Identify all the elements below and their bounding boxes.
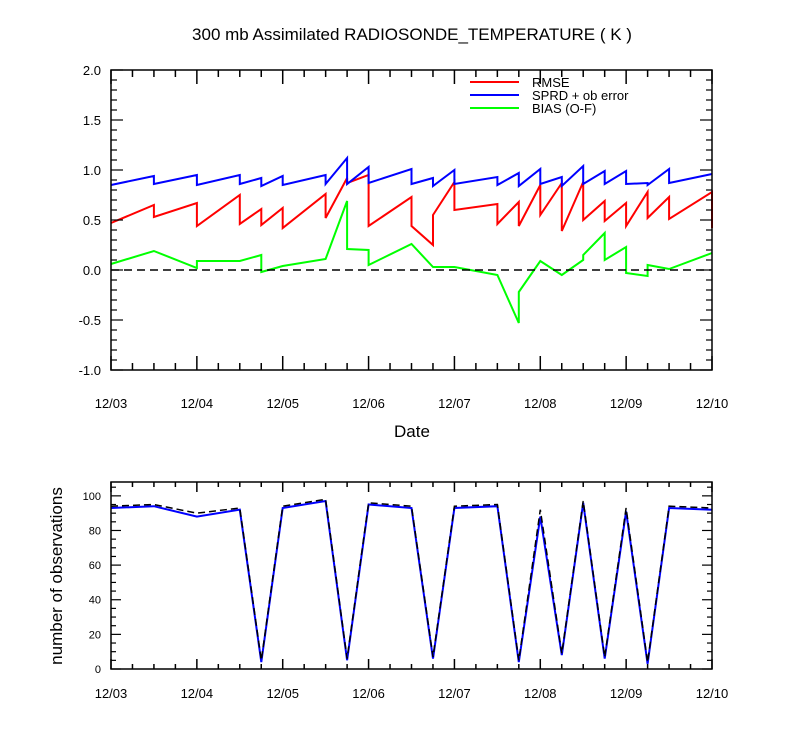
y-tick-label: -0.5 — [79, 313, 101, 328]
top-series-group — [110, 155, 713, 324]
x-tick-label: 12/07 — [438, 686, 471, 701]
x-tick-label: 12/08 — [524, 686, 557, 701]
y-tick-label: -1.0 — [79, 363, 101, 378]
obs-series-line-1 — [110, 498, 713, 663]
x-tick-label: 12/04 — [181, 686, 214, 701]
x-tick-label: 12/09 — [610, 686, 643, 701]
y-tick-label: 1.5 — [83, 113, 101, 128]
series-line-2 — [110, 200, 713, 324]
x-tick-label: 12/06 — [352, 396, 385, 411]
legend-label: BIAS (O-F) — [532, 101, 596, 116]
y-tick-label: 0 — [95, 664, 101, 676]
x-tick-label: 12/07 — [438, 396, 471, 411]
y-axis-label-observations: number of observations — [47, 487, 66, 665]
y-tick-label: 80 — [89, 525, 101, 537]
top-y-tick-labels: -1.0 -0.5 0.0 0.5 1.0 1.5 2.0 — [79, 63, 101, 378]
top-chart-panel: 300 mb Assimilated RADIOSONDE_TEMPERATUR… — [79, 25, 729, 441]
y-tick-label: 40 — [89, 595, 101, 607]
x-tick-label: 12/08 — [524, 396, 557, 411]
obs-series-line-0 — [110, 499, 713, 664]
y-tick-label: 100 — [83, 491, 101, 503]
y-tick-label: 0.0 — [83, 263, 101, 278]
x-tick-label: 12/06 — [352, 686, 385, 701]
x-tick-label: 12/10 — [696, 396, 729, 411]
x-axis-label: Date — [394, 422, 430, 441]
series-line-1 — [110, 155, 713, 189]
x-tick-label: 12/03 — [95, 396, 128, 411]
y-tick-label: 2.0 — [83, 63, 101, 78]
x-tick-label: 12/04 — [181, 396, 214, 411]
x-tick-label: 12/05 — [266, 396, 299, 411]
bottom-y-tick-labels: 0 20 40 60 80 100 — [83, 491, 101, 676]
series-line-0 — [110, 173, 713, 248]
bottom-series-group — [110, 498, 713, 664]
top-tick-marks — [110, 69, 713, 371]
y-tick-label: 1.0 — [83, 163, 101, 178]
x-tick-label: 12/10 — [696, 686, 729, 701]
legend-label: SPRD + ob error — [532, 88, 629, 103]
y-tick-label: 60 — [89, 560, 101, 572]
x-tick-label: 12/03 — [95, 686, 128, 701]
bottom-tick-marks — [110, 482, 713, 670]
x-tick-label: 12/09 — [610, 396, 643, 411]
y-tick-label: 0.5 — [83, 213, 101, 228]
x-tick-label: 12/05 — [266, 686, 299, 701]
y-tick-label: 20 — [89, 629, 101, 641]
legend-label: RMSE — [532, 75, 570, 90]
top-x-tick-labels: 12/03 12/04 12/05 12/06 12/07 12/08 12/09 12/10 — [95, 396, 729, 411]
bottom-x-tick-labels: 12/03 12/04 12/05 12/06 12/07 12/08 12/09 12/10 — [95, 686, 729, 701]
chart-title: 300 mb Assimilated RADIOSONDE_TEMPERATUR… — [192, 25, 632, 44]
